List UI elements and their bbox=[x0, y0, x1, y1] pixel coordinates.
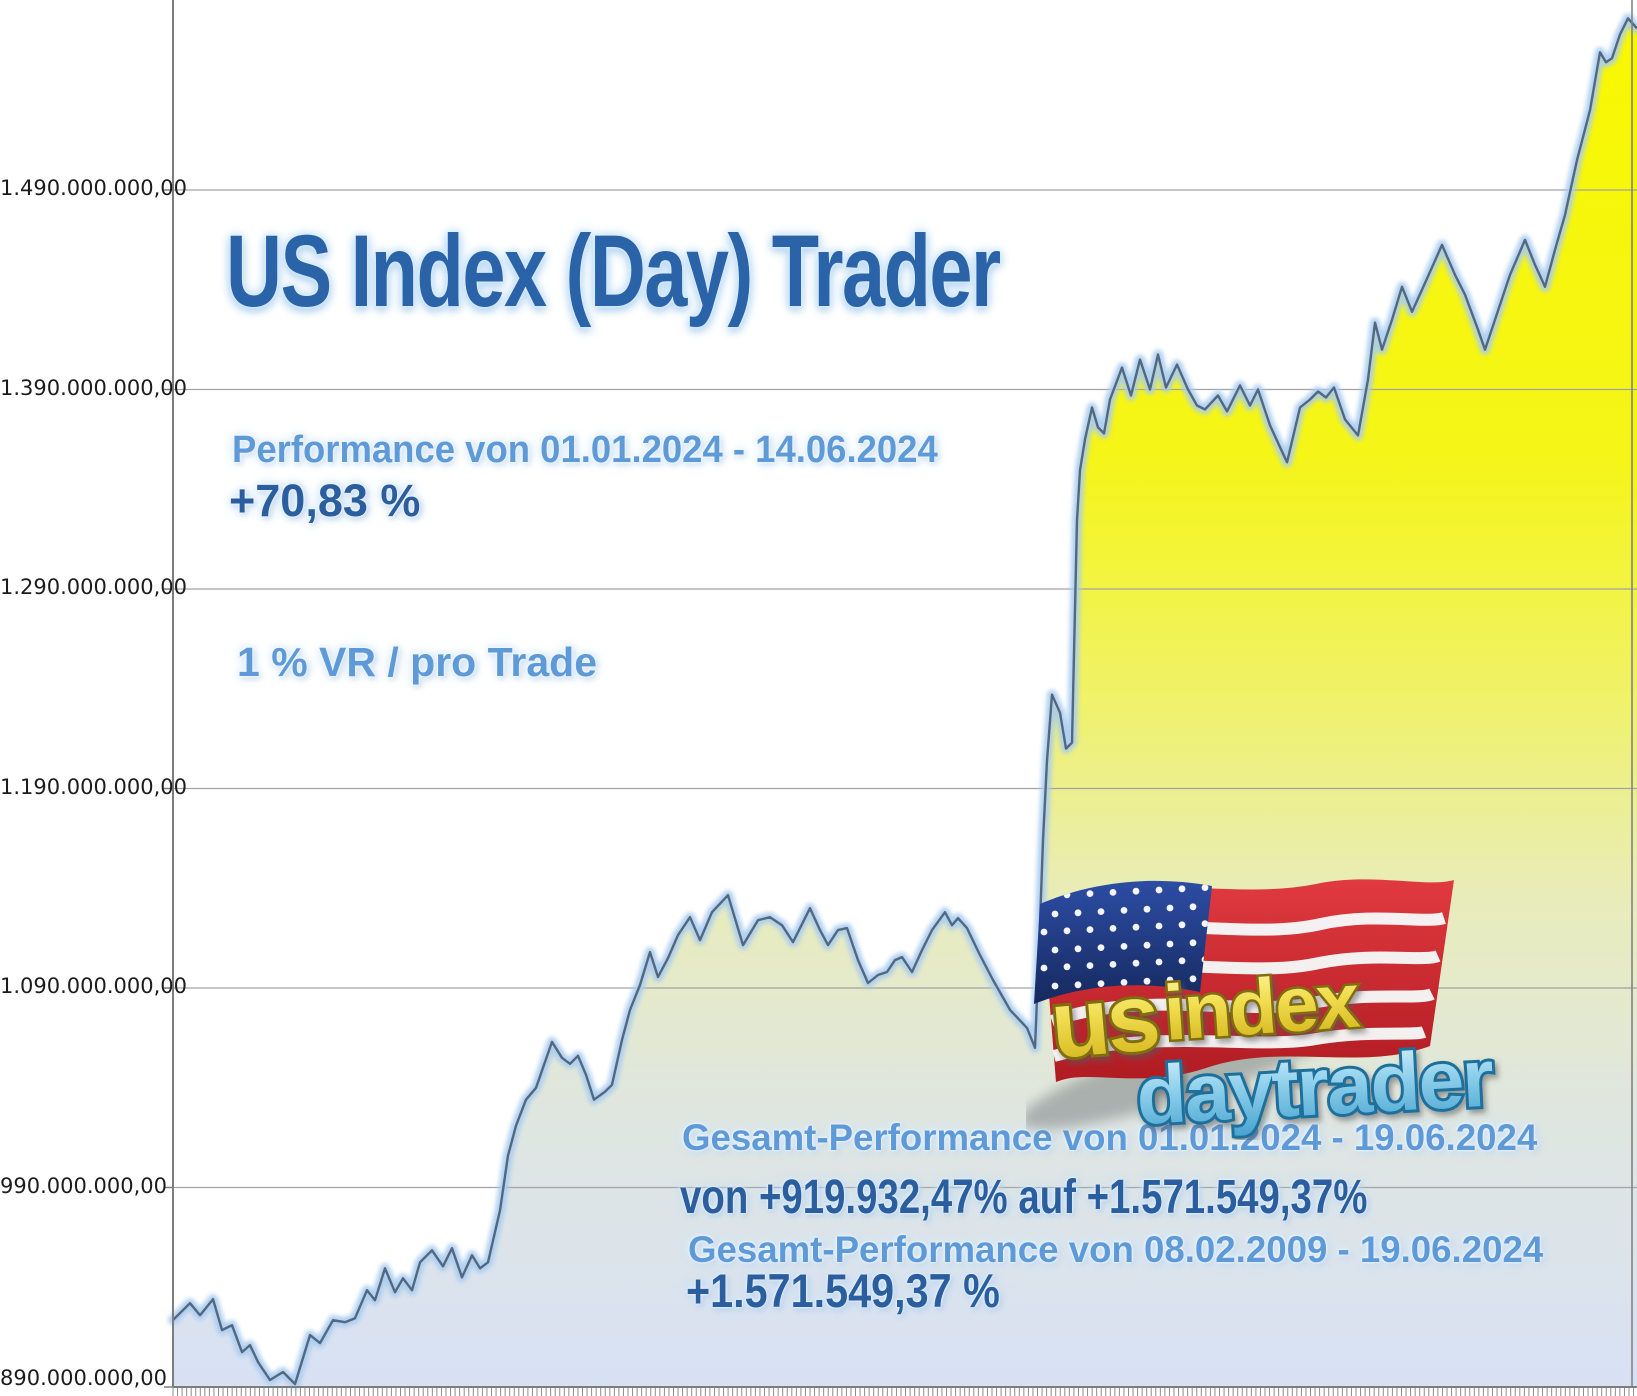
y-axis-label: 1.290.000.000,00 bbox=[0, 575, 188, 599]
total-performance-2009-value: +1.571.549,37 % bbox=[686, 1264, 1000, 1317]
y-axis-label: 1.390.000.000,00 bbox=[0, 375, 188, 400]
axes bbox=[164, 0, 1637, 1388]
y-axis-label: 890.000.000,00 bbox=[0, 1366, 167, 1390]
performance-value: +70,83 % bbox=[229, 475, 421, 526]
y-axis-label: 1.490.000.000,00 bbox=[0, 176, 188, 200]
y-axis-label: 1.190.000.000,00 bbox=[0, 774, 188, 799]
x-axis-ticks bbox=[172, 1388, 1635, 1396]
chart-title: US Index (Day) Trader bbox=[226, 214, 1001, 328]
logo-word-us: us bbox=[1047, 963, 1162, 1079]
logo-word-daytrader: daytrader bbox=[1134, 1032, 1495, 1140]
us-index-daytrader-logo: us index daytrader bbox=[1026, 879, 1499, 1140]
us-flag-icon bbox=[1034, 879, 1454, 1082]
total-performance-2024-value: von +919.932,47% auf +1.571.549,37% bbox=[680, 1171, 1368, 1224]
total-performance-2024-label: Gesamt-Performance von 01.01.2024 - 19.0… bbox=[682, 1117, 1538, 1158]
series-line bbox=[172, 17, 1637, 1386]
logo-wordmark: us index daytrader bbox=[1044, 953, 1499, 1140]
logo-word-index: index bbox=[1161, 956, 1362, 1057]
risk-per-trade-label: 1 % VR / pro Trade bbox=[237, 639, 597, 685]
total-performance-2009-label: Gesamt-Performance von 08.02.2009 - 19.0… bbox=[688, 1229, 1544, 1270]
flag-stars bbox=[1040, 884, 1209, 990]
y-axis-label: 990.000.000,00 bbox=[0, 1173, 167, 1198]
y-axis-label: 1.090.000.000,00 bbox=[0, 974, 188, 998]
performance-period-label: Performance von 01.01.2024 - 14.06.2024 bbox=[232, 429, 938, 471]
